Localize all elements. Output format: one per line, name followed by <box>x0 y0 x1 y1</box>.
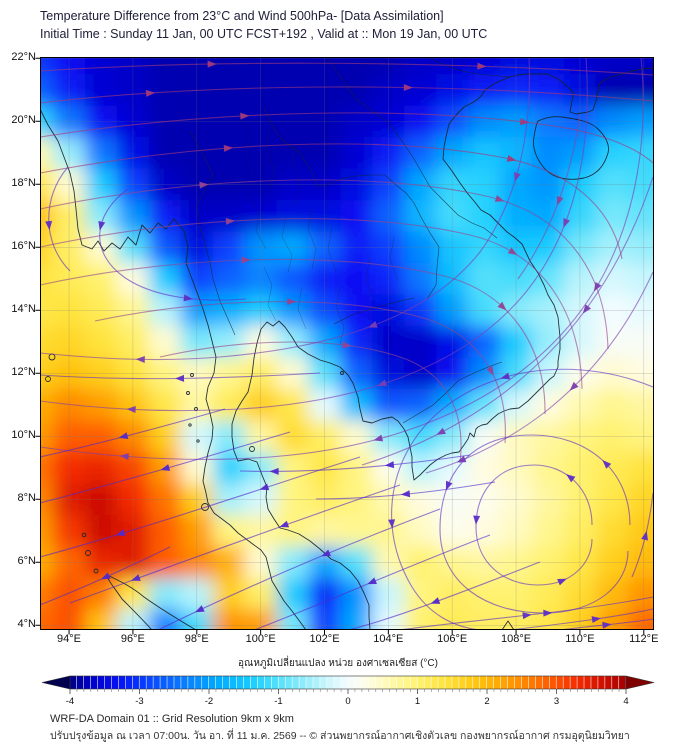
svg-text:1: 1 <box>415 696 420 707</box>
map-frame <box>40 57 654 630</box>
colorbar-label: อุณหภูมิเปลี่ยนแปลง หน่วย องศาเซลเซียส (… <box>238 658 438 669</box>
lat-axis-label: 18°N <box>11 177 36 190</box>
lat-axis-label: 8°N <box>17 492 36 505</box>
title-block: Temperature Difference from 23°C and Win… <box>40 7 487 43</box>
lon-axis-label: 100°E <box>245 633 276 645</box>
svg-text:-1: -1 <box>274 696 282 707</box>
svg-text:3: 3 <box>554 696 559 707</box>
temperature-field <box>40 57 654 630</box>
svg-text:2: 2 <box>484 696 489 707</box>
lon-axis-label: 98°E <box>184 633 209 645</box>
lon-axis-label: 96°E <box>120 633 145 645</box>
lat-axis-label: 12°N <box>11 366 36 379</box>
map-canvas <box>40 57 654 630</box>
colorbar-tick-marks <box>69 689 627 694</box>
lon-axis-label: 108°E <box>501 633 532 645</box>
lon-axis-label: 104°E <box>373 633 404 645</box>
chart-title: Temperature Difference from 23°C and Win… <box>40 9 444 23</box>
lon-axis-label: 102°E <box>309 633 340 645</box>
lat-axis-label: 10°N <box>11 429 36 442</box>
colorbar: อุณหภูมิเปลี่ยนแปลง หน่วย องศาเซลเซียส (… <box>0 655 676 707</box>
colorbar-right-arrow <box>625 675 655 690</box>
footer-agency-info: ปรับปรุงข้อมูล ณ เวลา 07:00น. วัน อา. ที… <box>50 730 630 742</box>
svg-text:4: 4 <box>623 696 628 707</box>
map-layers <box>40 57 654 630</box>
colorbar-tick-labels: -4 -3 -2 -1 0 1 2 3 4 <box>66 696 629 707</box>
colorbar-segments <box>70 676 626 689</box>
colorbar-canvas: -4 -3 -2 -1 0 1 2 3 4 <box>41 675 655 707</box>
lat-axis-label: 14°N <box>11 303 36 316</box>
wind-streamlines <box>40 57 654 630</box>
lat-axis-label: 6°N <box>17 555 36 568</box>
svg-text:-2: -2 <box>205 696 213 707</box>
lat-axis-label: 20°N <box>11 114 36 127</box>
footer-domain-info: WRF-DA Domain 01 :: Grid Resolution 9km … <box>50 713 294 725</box>
svg-text:-4: -4 <box>66 696 74 707</box>
lon-axis-label: 112°E <box>629 633 659 645</box>
colorbar-left-arrow <box>41 675 71 690</box>
lon-axis-label: 106°E <box>437 633 468 645</box>
map-figure <box>40 57 654 630</box>
coastlines <box>40 67 654 630</box>
lat-axis-label: 22°N <box>11 51 36 64</box>
lat-axis-label: 16°N <box>11 240 36 253</box>
svg-text:0: 0 <box>345 696 350 707</box>
lat-axis-label: 4°N <box>17 618 36 631</box>
chart-subtitle: Initial Time : Sunday 11 Jan, 00 UTC FCS… <box>40 27 488 41</box>
lon-axis-label: 94°E <box>57 633 82 645</box>
lon-axis-label: 110°E <box>565 633 595 645</box>
country-borders <box>189 57 511 424</box>
footer-block: WRF-DA Domain 01 :: Grid Resolution 9km … <box>50 711 630 745</box>
svg-text:-3: -3 <box>135 696 143 707</box>
